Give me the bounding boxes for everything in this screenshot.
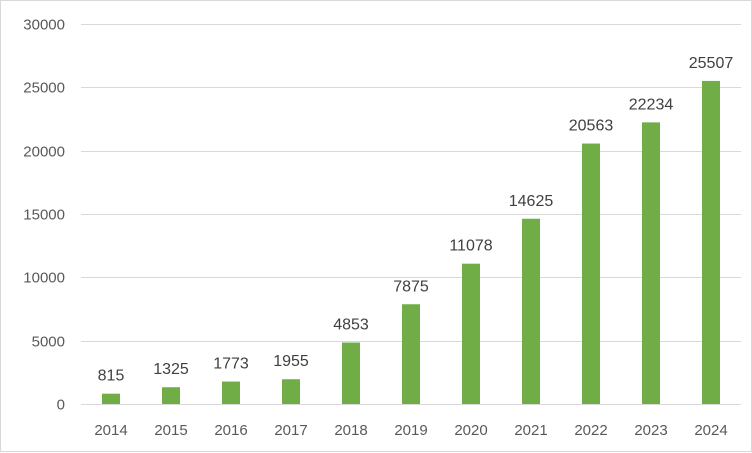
x-tick-label-2021: 2021 xyxy=(514,422,547,439)
data-label-2021: 14625 xyxy=(509,193,554,210)
x-tick-label-2016: 2016 xyxy=(214,422,247,439)
bar-2015 xyxy=(162,387,180,404)
data-label-2022: 20563 xyxy=(569,118,614,135)
x-axis-tick-labels: 2014 2015 2016 2017 2018 2019 2020 2021 2022 2023… xyxy=(94,422,727,439)
bar-2020 xyxy=(462,263,480,404)
bar-2021 xyxy=(522,218,540,404)
bar-2018 xyxy=(342,342,360,404)
data-labels: 815 1325 1773 1955 4853 7875 11078 14625 20563 22… xyxy=(98,55,734,385)
x-tick-label-2015: 2015 xyxy=(154,422,187,439)
x-tick-label-2019: 2019 xyxy=(394,422,427,439)
bar-2024 xyxy=(702,80,720,404)
y-tick-label: 10000 xyxy=(23,270,65,287)
x-tick-label-2014: 2014 xyxy=(94,422,127,439)
x-tick-label-2022: 2022 xyxy=(574,422,607,439)
y-tick-label: 0 xyxy=(57,397,65,414)
data-label-2019: 7875 xyxy=(393,278,429,295)
y-tick-label: 5000 xyxy=(32,334,65,351)
bars xyxy=(102,80,720,405)
data-label-2015: 1325 xyxy=(153,361,189,378)
data-label-2014: 815 xyxy=(98,368,125,385)
bar-2014 xyxy=(102,393,120,404)
x-tick-label-2020: 2020 xyxy=(454,422,487,439)
y-tick-label: 15000 xyxy=(23,207,65,224)
bar-2019 xyxy=(402,304,420,404)
x-tick-label-2023: 2023 xyxy=(634,422,667,439)
bar-2023 xyxy=(642,122,660,405)
bar-2022 xyxy=(582,143,600,405)
x-tick-label-2017: 2017 xyxy=(274,422,307,439)
x-tick-label-2018: 2018 xyxy=(334,422,367,439)
data-label-2016: 1773 xyxy=(213,356,249,373)
y-tick-label: 20000 xyxy=(23,144,65,161)
data-label-2018: 4853 xyxy=(333,317,369,334)
gridlines xyxy=(81,24,741,405)
data-label-2020: 11078 xyxy=(449,238,492,255)
data-label-2024: 25507 xyxy=(689,55,734,72)
y-tick-label: 30000 xyxy=(23,17,65,34)
data-label-2023: 22234 xyxy=(629,96,674,113)
bar-2017 xyxy=(282,379,300,404)
data-label-2017: 1955 xyxy=(273,353,309,370)
bar-2016 xyxy=(222,381,240,404)
x-tick-label-2024: 2024 xyxy=(694,422,727,439)
y-axis-tick-labels: 0 5000 10000 15000 20000 25000 30000 xyxy=(23,17,65,414)
y-tick-label: 25000 xyxy=(23,80,65,97)
